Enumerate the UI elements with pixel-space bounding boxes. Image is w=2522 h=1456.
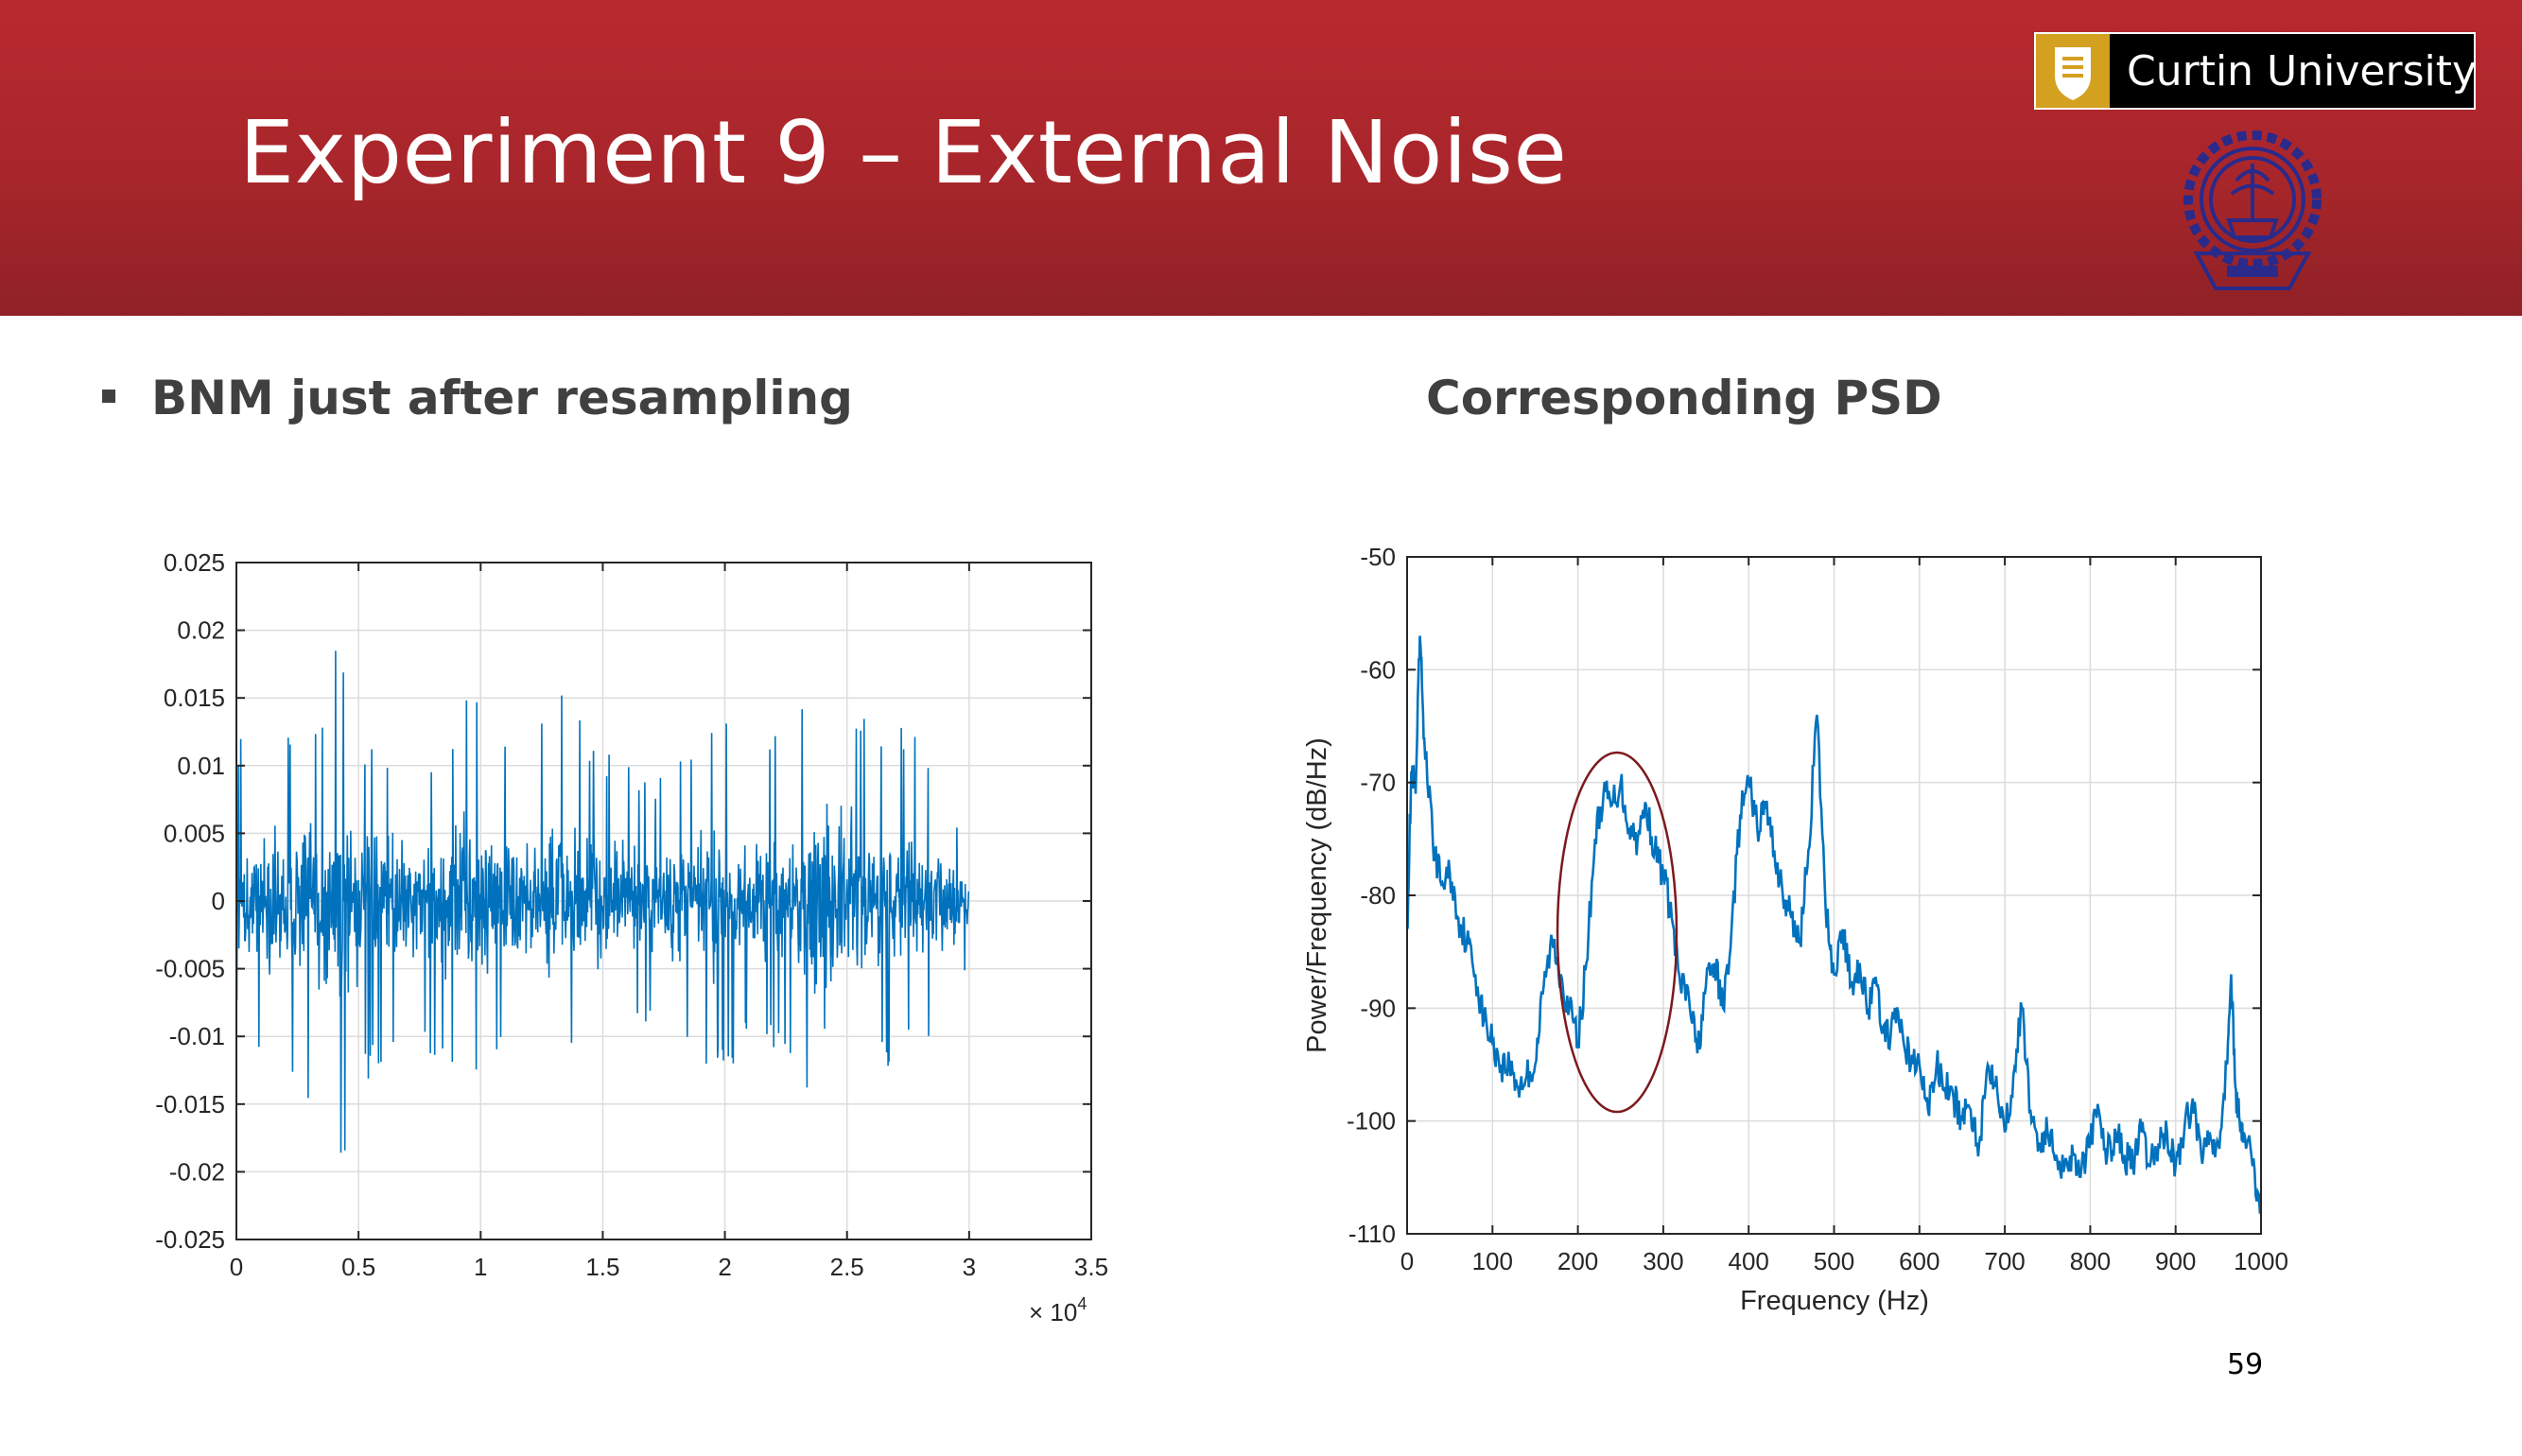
- y-tick-label: -0.02: [169, 1157, 225, 1186]
- signal-series-line: [235, 650, 970, 1153]
- y-axis-label: Power/Frequency (dB/Hz): [1302, 737, 1332, 1053]
- curtin-university-logo: Curtin University: [2034, 32, 2478, 110]
- y-tick-label: 0.005: [164, 819, 225, 847]
- x-tick-label: 200: [1557, 1247, 1598, 1275]
- signal-chart: 0 0.5 1 1.5 2 2.5 3 3.5 0.025 0.02 0.015 0.01 0.005 0…: [155, 548, 1108, 1326]
- y-tick-label: -90: [1360, 994, 1396, 1022]
- x-tick-label: 900: [2155, 1247, 2196, 1275]
- y-tick-label: 0.01: [177, 752, 225, 780]
- x-tick-label: 400: [1729, 1247, 1769, 1275]
- x-axis-label: Frequency (Hz): [1740, 1286, 1929, 1316]
- psd-series-line: [1405, 635, 2263, 1215]
- y-tick-label: 0.025: [164, 548, 225, 577]
- x-tick-label: 700: [1984, 1247, 2025, 1275]
- x-tick-label: 500: [1814, 1247, 1854, 1275]
- x-tick-label: 1.5: [585, 1253, 619, 1281]
- psd-chart: 0 100 200 300 400 500 600 700 800 900 1000 -50 -60 -7…: [1302, 543, 2288, 1316]
- x-tick-label: 800: [2070, 1247, 2111, 1275]
- x-tick-label: 100: [1472, 1247, 1513, 1275]
- x-tick-label: 0: [1400, 1247, 1414, 1275]
- iit-kharagpur-seal-icon: [2183, 130, 2322, 290]
- x-tick-label: 3.5: [1074, 1253, 1108, 1281]
- right-heading: Corresponding PSD: [1426, 371, 1942, 425]
- curtin-crest-icon: [2036, 34, 2110, 108]
- logo-text: Curtin University: [2127, 47, 2478, 95]
- y-tick-label: -0.005: [155, 955, 225, 983]
- x-tick-label: 3: [963, 1253, 976, 1281]
- y-tick-label: 0.02: [177, 616, 225, 645]
- y-tick-label: -50: [1360, 543, 1396, 571]
- x-tick-label: 2: [718, 1253, 731, 1281]
- page-number: 59: [2227, 1348, 2264, 1381]
- left-heading: BNM just after resampling: [151, 371, 853, 425]
- x-tick-label: 600: [1899, 1247, 1939, 1275]
- y-tick-label: -80: [1360, 881, 1396, 910]
- y-tick-label: -0.015: [155, 1090, 225, 1118]
- x-tick-label: 1: [474, 1253, 487, 1281]
- x-tick-label: 0: [230, 1253, 243, 1281]
- x-tick-label: 300: [1643, 1247, 1683, 1275]
- x-tick-label: 0.5: [341, 1253, 375, 1281]
- y-tick-label: -0.025: [155, 1225, 225, 1254]
- y-tick-label: -0.01: [169, 1022, 225, 1050]
- bullet-marker: [102, 390, 115, 403]
- x-tick-label: 2.5: [830, 1253, 864, 1281]
- y-tick-label: -100: [1347, 1107, 1396, 1135]
- x-multiplier-label: × 104: [1029, 1294, 1087, 1326]
- y-tick-label: -60: [1360, 655, 1396, 684]
- y-tick-label: -110: [1348, 1220, 1396, 1248]
- slide-title: Experiment 9 – External Noise: [239, 102, 1568, 203]
- y-tick-label: -70: [1360, 769, 1396, 797]
- y-tick-label: 0.015: [164, 684, 225, 712]
- y-tick-label: 0: [212, 887, 225, 915]
- x-tick-label: 1000: [2234, 1247, 2288, 1275]
- highlight-ellipse: [1556, 751, 1678, 1114]
